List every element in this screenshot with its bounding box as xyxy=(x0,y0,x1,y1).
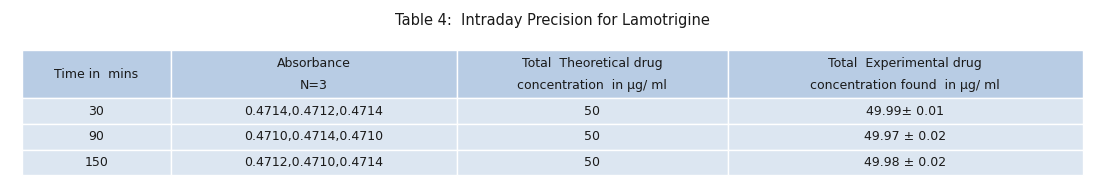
Text: 50: 50 xyxy=(585,130,600,143)
Text: concentration found  in μg/ ml: concentration found in μg/ ml xyxy=(810,79,1000,92)
FancyBboxPatch shape xyxy=(22,124,170,150)
Text: 150: 150 xyxy=(84,156,108,169)
Text: Time in  mins: Time in mins xyxy=(54,68,138,81)
Text: 49.98 ± 0.02: 49.98 ± 0.02 xyxy=(864,156,946,169)
Text: 49.99± 0.01: 49.99± 0.01 xyxy=(866,105,944,118)
FancyBboxPatch shape xyxy=(457,150,727,175)
FancyBboxPatch shape xyxy=(170,150,457,175)
Text: 0.4714,0.4712,0.4714: 0.4714,0.4712,0.4714 xyxy=(244,105,383,118)
Text: Total  Theoretical drug: Total Theoretical drug xyxy=(522,57,663,70)
FancyBboxPatch shape xyxy=(170,98,457,124)
Text: 50: 50 xyxy=(585,105,600,118)
FancyBboxPatch shape xyxy=(727,150,1083,175)
Text: 0.4710,0.4714,0.4710: 0.4710,0.4714,0.4710 xyxy=(244,130,383,143)
Text: 50: 50 xyxy=(585,156,600,169)
FancyBboxPatch shape xyxy=(170,124,457,150)
Text: concentration  in μg/ ml: concentration in μg/ ml xyxy=(517,79,667,92)
FancyBboxPatch shape xyxy=(457,98,727,124)
Text: Table 4:  Intraday Precision for Lamotrigine: Table 4: Intraday Precision for Lamotrig… xyxy=(396,13,709,28)
Text: 49.97 ± 0.02: 49.97 ± 0.02 xyxy=(864,130,946,143)
Text: 0.4712,0.4710,0.4714: 0.4712,0.4710,0.4714 xyxy=(244,156,383,169)
FancyBboxPatch shape xyxy=(22,50,170,98)
FancyBboxPatch shape xyxy=(727,124,1083,150)
FancyBboxPatch shape xyxy=(22,150,170,175)
Text: Absorbance: Absorbance xyxy=(277,57,350,70)
FancyBboxPatch shape xyxy=(727,50,1083,98)
Text: Total  Experimental drug: Total Experimental drug xyxy=(829,57,982,70)
Text: N=3: N=3 xyxy=(299,79,328,92)
Text: 30: 30 xyxy=(88,105,104,118)
FancyBboxPatch shape xyxy=(22,98,170,124)
Text: 90: 90 xyxy=(88,130,104,143)
FancyBboxPatch shape xyxy=(457,50,727,98)
FancyBboxPatch shape xyxy=(170,50,457,98)
FancyBboxPatch shape xyxy=(457,124,727,150)
FancyBboxPatch shape xyxy=(727,98,1083,124)
